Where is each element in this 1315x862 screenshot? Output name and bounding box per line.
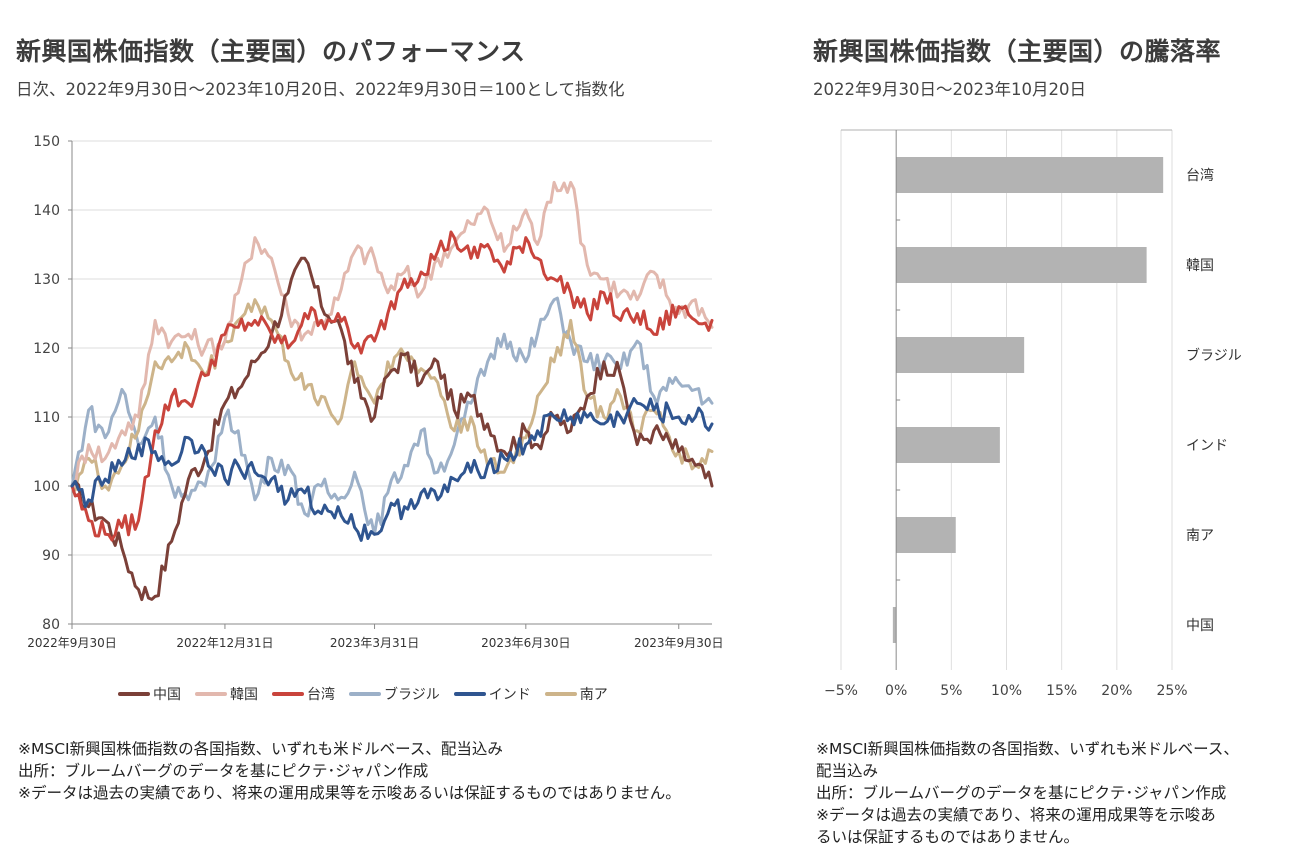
x-tick-label: 10% <box>991 683 1022 699</box>
line-chart-legend: 中国 韓国 台湾 ブラジル インド 南ア <box>118 684 608 704</box>
line-chart-y-tick-labels: 80 90 100 110 120 130 140 150 <box>33 134 60 633</box>
y-tick-label: 80 <box>42 617 60 633</box>
category-label: 南ア <box>1186 528 1214 544</box>
bar <box>896 517 956 553</box>
bar-chart-title: 新興国株価指数（主要国）の騰落率 <box>813 37 1222 66</box>
right-note-5: るいは保証するものではありません。 <box>816 828 1080 846</box>
x-tick-label: 2023年3月31日 <box>330 636 419 650</box>
right-note-3: 出所：ブルームバーグのデータを基にピクテ･ジャパン作成 <box>816 784 1227 802</box>
bar-chart-gridlines <box>840 129 1173 670</box>
legend-item: ブラジル <box>349 684 440 704</box>
x-tick-label: 2022年9月30日 <box>27 636 116 650</box>
x-tick-label: 15% <box>1046 683 1077 699</box>
series-line-1 <box>70 256 714 602</box>
line-chart: 80 90 100 110 120 130 140 150 2022年9月30日 2022年12… <box>27 134 723 650</box>
line-chart-axes <box>68 140 712 629</box>
category-label: ブラジル <box>1186 347 1242 364</box>
legend-item: 韓国 <box>195 684 258 704</box>
legend-label: インド <box>488 687 531 703</box>
legend-swatch <box>272 692 304 696</box>
y-tick-label: 140 <box>33 203 60 219</box>
bar-chart-bars <box>892 157 1164 643</box>
legend-label: 台湾 <box>307 687 335 703</box>
bar <box>896 157 1164 193</box>
y-tick-label: 110 <box>33 410 60 426</box>
y-tick-label: 90 <box>42 548 60 564</box>
legend-label: ブラジル <box>384 687 440 703</box>
bar <box>896 337 1025 373</box>
bar-chart-axes <box>895 130 901 670</box>
legend-label: 韓国 <box>230 687 258 703</box>
legend-item: インド <box>453 684 531 704</box>
legend-swatch <box>118 692 150 696</box>
category-label: 韓国 <box>1186 258 1214 274</box>
x-tick-label: 5% <box>940 683 962 699</box>
legend-item: 南ア <box>544 684 608 704</box>
legend-label: 中国 <box>153 687 181 703</box>
legend-label: 南ア <box>579 687 608 703</box>
left-notes: ※MSCI新興国株価指数の各国指数、いずれも米ドルベース、配当込み 出所：ブルー… <box>18 738 681 804</box>
category-label: 中国 <box>1186 618 1214 634</box>
right-notes: ※MSCI新興国株価指数の各国指数、いずれも米ドルベース、 配当込み 出所：ブル… <box>816 738 1239 848</box>
legend-swatch <box>349 692 381 696</box>
left-note-1: ※MSCI新興国株価指数の各国指数、いずれも米ドルベース、配当込み <box>18 740 503 758</box>
x-tick-label: 0% <box>885 683 907 699</box>
category-label: インド <box>1186 438 1228 454</box>
x-tick-label: 2023年9月30日 <box>634 636 723 650</box>
series-line-2 <box>70 180 714 488</box>
line-chart-gridlines <box>72 140 712 556</box>
bar <box>896 427 1000 463</box>
category-label: 台湾 <box>1186 167 1214 184</box>
left-note-2: 出所：ブルームバーグのデータを基にピクテ･ジャパン作成 <box>18 762 429 780</box>
right-note-2: 配当込み <box>816 762 879 780</box>
legend-item: 中国 <box>118 684 181 704</box>
legend-swatch <box>544 692 577 696</box>
bar-chart-subtitle: 2022年9月30日～2023年10月20日 <box>813 80 1086 99</box>
legend-swatch <box>195 692 227 696</box>
left-note-3: ※データは過去の実績であり、将来の運用成果等を示唆あるいは保証するものではありま… <box>18 784 681 802</box>
legend-swatch <box>453 692 486 696</box>
series-line-4 <box>70 296 714 536</box>
legend-item: 台湾 <box>272 684 335 704</box>
line-chart-title: 新興国株価指数（主要国）のパフォーマンス <box>16 37 526 66</box>
x-tick-label: −5% <box>824 683 858 699</box>
y-tick-label: 130 <box>33 272 60 288</box>
line-chart-x-tick-labels: 2022年9月30日 2022年12月31日 2023年3月31日 2023年6月30… <box>27 636 723 650</box>
y-tick-label: 150 <box>33 134 60 150</box>
series-line-6 <box>70 298 714 492</box>
x-tick-label: 2022年12月31日 <box>176 636 273 650</box>
series-line-3 <box>70 230 714 542</box>
x-tick-label: 2023年6月30日 <box>481 636 570 650</box>
line-chart-series <box>70 180 714 602</box>
bar <box>896 247 1147 283</box>
right-note-4: ※データは過去の実績であり、将来の運用成果等を示唆あ <box>816 806 1216 824</box>
line-chart-subtitle: 日次、2022年9月30日～2023年10月20日、2022年9月30日＝100… <box>16 80 625 99</box>
series-line-5 <box>70 397 714 542</box>
y-tick-label: 100 <box>33 479 60 495</box>
bar-chart-x-tick-labels: −5% 0% 5% 10% 15% 20% 25% <box>824 683 1188 699</box>
x-tick-label: 20% <box>1101 683 1132 699</box>
right-note-1: ※MSCI新興国株価指数の各国指数、いずれも米ドルベース、 <box>816 740 1239 758</box>
y-tick-label: 120 <box>33 341 60 357</box>
x-tick-label: 25% <box>1156 683 1187 699</box>
bar <box>892 607 897 643</box>
